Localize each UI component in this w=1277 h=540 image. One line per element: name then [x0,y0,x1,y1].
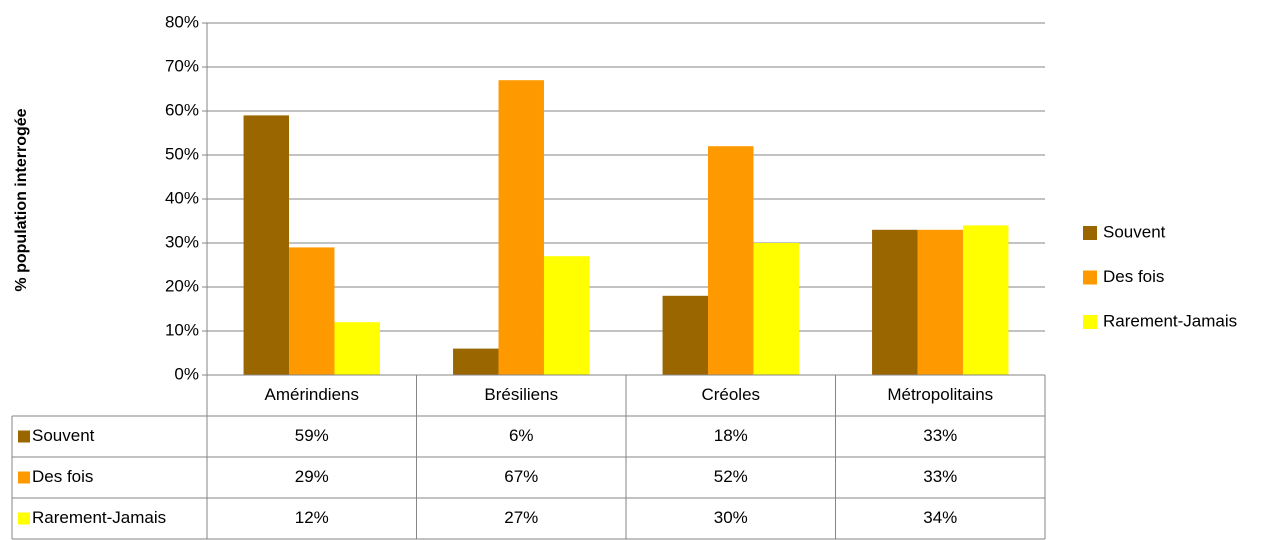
table-row-label: Rarement-Jamais [32,508,166,527]
table-cell: 18% [714,426,748,445]
table-legend-swatch [18,512,30,525]
bar [453,348,499,375]
y-tick-label: 50% [165,144,199,163]
table-cell: 30% [714,508,748,527]
legend-swatch [1083,226,1097,240]
bar [498,80,544,375]
x-tick-label: Créoles [701,385,760,404]
table-cell: 6% [509,426,534,445]
bar [962,225,1009,375]
y-tick-label: 80% [165,12,199,31]
table-cell: 34% [923,508,957,527]
legend-label: Rarement-Jamais [1103,311,1237,330]
table-cell: 67% [504,467,538,486]
table-legend-swatch [18,430,30,443]
x-tick-label: Brésiliens [484,385,558,404]
table-cell: 12% [295,508,329,527]
table-row-label: Des fois [32,467,93,486]
bar [289,247,335,375]
table-legend-swatch [18,471,30,484]
table-cell: 59% [295,426,329,445]
table-cell: 52% [714,467,748,486]
legend-label: Des fois [1103,267,1164,286]
table-cell: 33% [923,426,957,445]
bar [662,295,709,375]
bar [708,146,754,375]
legend-swatch [1083,270,1097,285]
y-tick-label: 40% [165,188,199,207]
bar [243,115,290,376]
y-axis-title: % population interrogée [13,108,30,291]
x-tick-label: Métropolitains [887,385,993,404]
bar [917,229,963,375]
table-cell: 29% [295,467,329,486]
y-tick-label: 60% [165,100,199,119]
y-tick-label: 0% [174,364,199,383]
y-tick-label: 30% [165,232,199,251]
x-tick-label: Amérindiens [265,385,360,404]
table-cell: 27% [504,508,538,527]
y-tick-label: 20% [165,276,199,295]
legend-swatch [1083,315,1097,329]
bar [753,243,799,375]
bar [334,322,380,375]
bar [872,229,918,375]
table-row-label: Souvent [32,426,95,445]
table-cell: 33% [923,467,957,486]
bar [543,256,590,375]
y-tick-label: 10% [165,320,199,339]
legend-label: Souvent [1103,222,1166,241]
y-tick-label: 70% [165,56,199,75]
